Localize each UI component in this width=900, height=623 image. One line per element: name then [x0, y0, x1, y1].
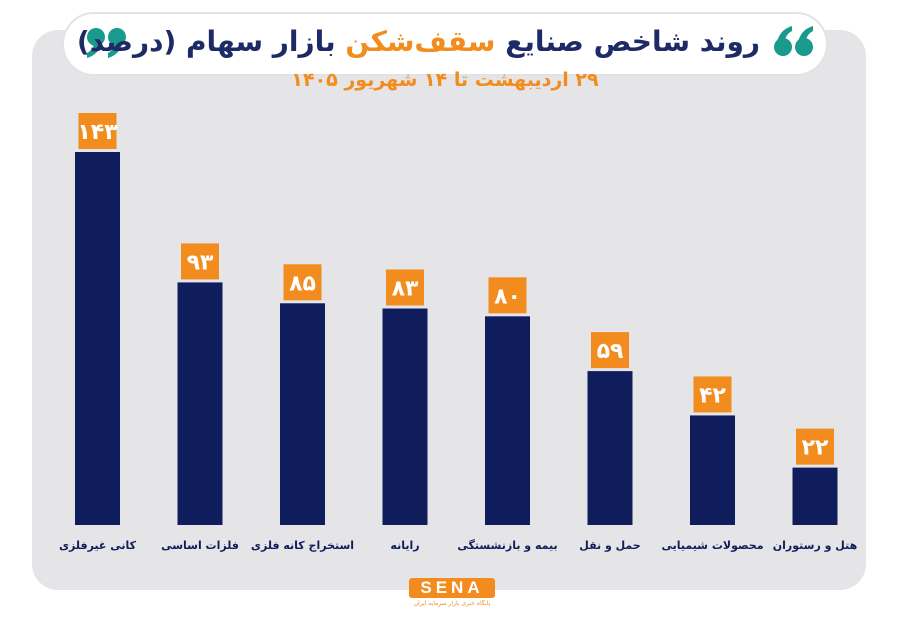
category-label-8: هتل و رستوران — [773, 539, 857, 552]
bar-1 — [75, 152, 120, 525]
chart-title: روند شاخص صنایع سقف‌شکن بازار سهام (درصد… — [77, 22, 760, 62]
bar-8 — [792, 467, 838, 525]
bar-4 — [382, 308, 428, 525]
logo-word: SENA — [409, 578, 495, 598]
value-label-4: ۸۳ — [392, 277, 419, 302]
category-label-2: فلزات اساسی — [161, 539, 239, 552]
value-label-box-4 — [386, 269, 424, 306]
value-label-7: ۴۲ — [699, 383, 726, 408]
value-label-box-3 — [283, 264, 322, 301]
title-part-1: روند شاخص صنایع — [495, 25, 760, 58]
category-label-7: محصولات شیمیایی — [661, 539, 763, 552]
logo-tagline: پایگاه خبری بازار سرمایه ایران — [413, 600, 491, 607]
value-label-6: ۵۹ — [597, 339, 624, 364]
sena-logo: SENA پایگاه خبری بازار سرمایه ایران — [409, 578, 495, 612]
value-label-2: ۹۳ — [187, 250, 214, 275]
title-banner — [62, 12, 828, 76]
value-label-3: ۸۵ — [289, 271, 316, 296]
category-label-4: رایانه — [390, 539, 419, 552]
category-label-5: بیمه و بازنشستگی — [457, 539, 557, 552]
chart-subtitle: ۲۹ اردیبهشت تا ۱۴ شهریور ۱۴۰۵ — [291, 69, 599, 91]
value-label-box-1 — [78, 113, 117, 149]
category-label-3: استخراج کانه فلزی — [251, 539, 354, 553]
title-highlight: سقف‌شکن — [345, 25, 496, 58]
bar-3 — [280, 303, 325, 525]
bar-6 — [587, 371, 633, 525]
quote-open-icon — [774, 26, 813, 56]
quote-close-icon — [87, 28, 126, 58]
bar-5 — [485, 316, 530, 525]
value-label-8: ۲۲ — [802, 436, 829, 461]
category-label-6: حمل و نقل — [579, 539, 640, 552]
value-label-box-6 — [591, 332, 629, 369]
value-label-box-5 — [488, 277, 527, 314]
title-part-2: بازار سهام (درصد) — [76, 25, 346, 58]
value-label-1: ۱۴۳ — [77, 120, 118, 145]
value-label-box-8 — [796, 428, 834, 465]
category-label-1: کانی غیرفلزی — [59, 539, 137, 552]
bar-2 — [177, 282, 223, 525]
value-label-box-7 — [693, 376, 732, 413]
value-label-box-2 — [181, 243, 219, 280]
value-label-5: ۸۰ — [494, 284, 521, 309]
bar-7 — [690, 415, 735, 525]
